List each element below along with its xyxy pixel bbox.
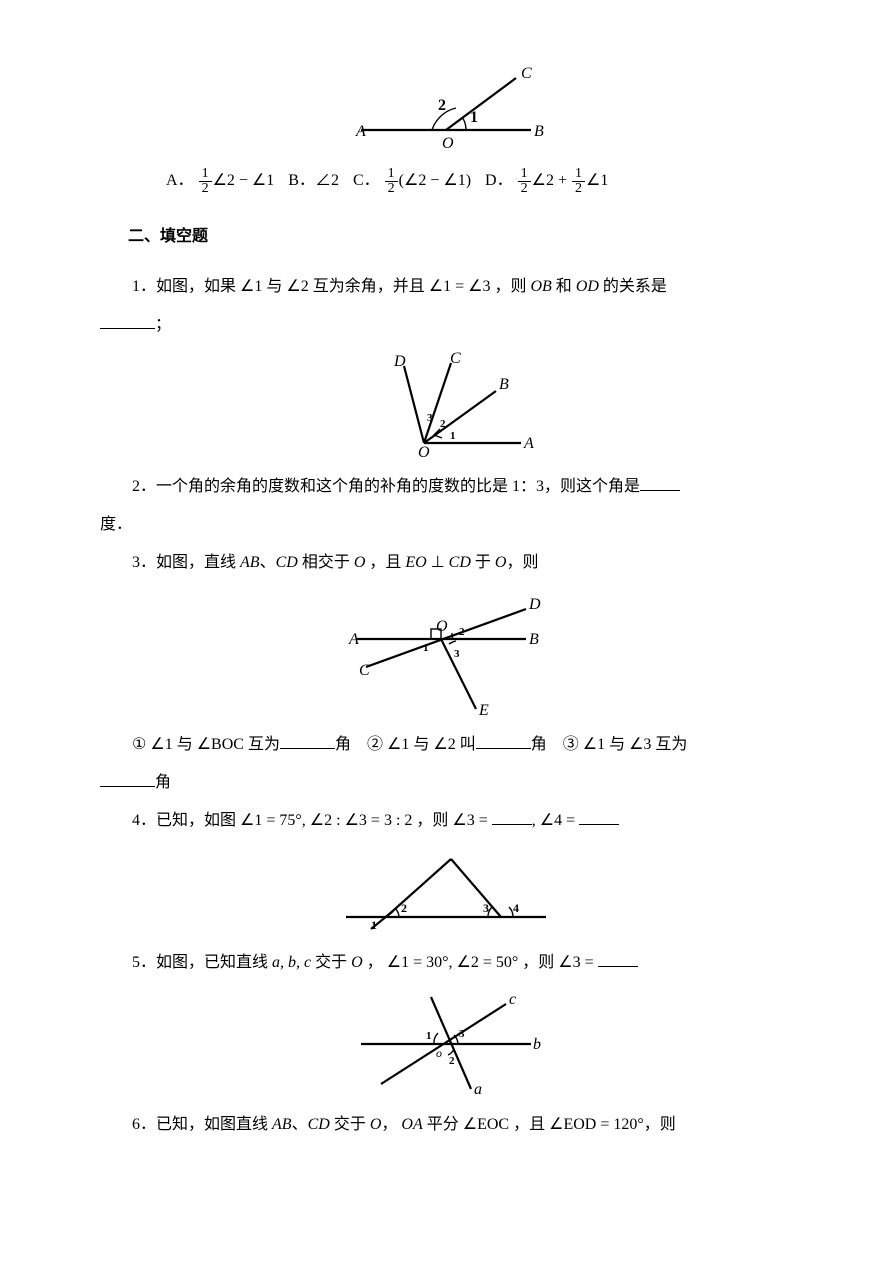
svg-text:C: C [359,662,370,679]
svg-text:E: E [478,702,489,719]
option-D: D． 12∠2 + 12∠1 [485,165,608,197]
blank [579,808,619,825]
label-C: C [521,65,532,82]
label-A: A [355,123,366,140]
svg-text:B: B [529,631,539,648]
q6-text: 6．已知，如图直线 AB、CD 交于 O， OA 平分 ∠EOC ，且 ∠EOD… [100,1109,792,1141]
q2-text: 2．一个角的余角的度数和这个角的补角的度数的比是 1：3，则这个角是 [100,471,792,503]
q5-text: 5．如图，已知直线 a, b, c 交于 O ， ∠1 = 30°, ∠2 = … [100,947,792,979]
blank [476,732,531,749]
option-A: A． 12∠2 − ∠1 [166,165,274,197]
svg-text:3: 3 [459,1028,465,1040]
svg-text:O: O [436,618,448,635]
svg-text:A: A [348,631,359,648]
figure-top: A B C O 1 2 [100,60,792,155]
q3-sub: ① ∠1 与 ∠BOC 互为角 ② ∠1 与 ∠2 叫角 ③ ∠1 与 ∠3 互… [100,729,792,761]
blank [100,770,155,787]
svg-text:O: O [418,444,430,461]
svg-text:2: 2 [449,1055,455,1067]
svg-text:D: D [528,596,541,613]
svg-text:a: a [474,1081,482,1098]
blank [598,950,638,967]
svg-text:2: 2 [459,626,465,638]
svg-text:C: C [450,351,461,367]
svg-text:4: 4 [513,901,519,915]
q1-blank-line: ； [100,309,792,341]
svg-text:A: A [523,435,534,452]
label-O: O [442,135,454,152]
svg-text:3: 3 [454,648,460,660]
angle-1: 1 [470,109,478,126]
angle-2: 2 [438,97,446,114]
label-B: B [534,123,544,140]
q1-figure: A B C D O 1 2 3 [100,351,792,461]
svg-text:b: b [533,1036,541,1053]
options-row: A． 12∠2 − ∠1 B．∠2 C． 12(∠2 − ∠1) D． 12∠2… [166,165,792,197]
svg-text:2: 2 [440,418,446,430]
svg-text:1: 1 [426,1030,432,1042]
svg-text:o: o [436,1046,442,1060]
svg-text:c: c [509,991,516,1008]
svg-text:D: D [393,353,406,370]
blank [492,808,532,825]
q3-text: 3．如图，直线 AB、CD 相交于 O ，且 EO ⊥ CD 于 O，则 [100,547,792,579]
blank [100,312,155,329]
option-B: B．∠2 [288,165,339,197]
q4-figure: 1 2 3 4 [100,847,792,937]
q2-tail: 度． [100,509,792,541]
q4-text: 4．已知，如图 ∠1 = 75°, ∠2 : ∠3 = 3 : 2 ，则 ∠3 … [100,805,792,837]
option-C: C． 12(∠2 − ∠1) [353,165,471,197]
svg-text:3: 3 [483,901,489,915]
q3-figure: A B C D E O 1 2 3 [100,589,792,719]
blank [280,732,335,749]
svg-text:1: 1 [450,430,456,442]
svg-text:2: 2 [401,901,407,915]
svg-text:1: 1 [371,918,377,932]
svg-text:3: 3 [427,412,433,424]
q3-sub2: 角 [100,767,792,799]
section-title: 二、填空题 [128,221,792,253]
svg-text:1: 1 [423,642,429,654]
svg-text:B: B [499,376,509,393]
q1-text: 1．如图，如果 ∠1 与 ∠2 互为余角，并且 ∠1 = ∠3 ，则 OB 和 … [100,271,792,303]
blank [640,474,680,491]
q5-figure: b a c o 1 2 3 [100,989,792,1099]
